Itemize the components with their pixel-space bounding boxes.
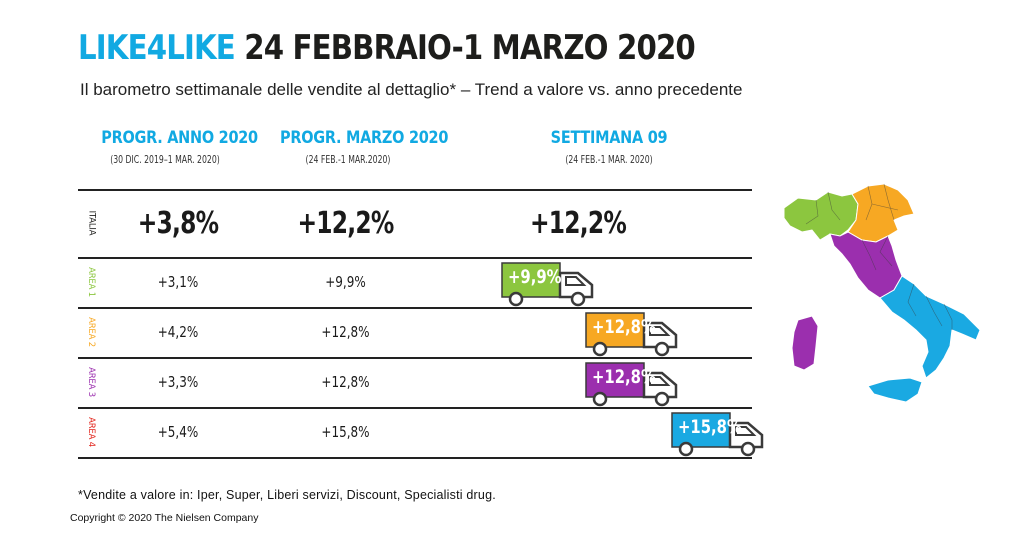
row-label-text: ITALIA <box>86 210 96 236</box>
column-header-progr-marzo: PROGR. MARZO 2020 (24 FEB.-1 MAR.2020) <box>268 128 449 166</box>
column-header-label: SETTIMANA 09 <box>550 128 668 148</box>
row-label-text: AREA 1 <box>86 267 97 297</box>
column-header-sublabel: (24 FEB.-1 MAR. 2020) <box>565 154 653 166</box>
column-header-settimana: SETTIMANA 09 (24 FEB.-1 MAR. 2020) <box>534 128 684 166</box>
table-row-area-1-progr-marzo-value: +9,9% <box>325 273 366 291</box>
table-row-italia-progr-anno-value: +3,8% <box>137 205 219 241</box>
title-date: 24 FEBBRAIO-1 MARZO 2020 <box>234 28 696 68</box>
table-divider <box>78 257 752 259</box>
table-row-area-4-label: AREA 4 <box>82 407 100 457</box>
page-title: LIKE4LIKE 24 FEBBRAIO-1 MARZO 2020 <box>78 26 696 70</box>
map-area-1 <box>783 191 859 241</box>
table-divider <box>78 357 752 359</box>
footnote: *Vendite a valore in: Iper, Super, Liber… <box>78 488 496 502</box>
sales-table: ITALIA +3,8% +12,2% +12,2% AREA 1 +3,1% +9,9% +… <box>78 189 764 459</box>
truck-icon <box>584 312 677 357</box>
table-divider <box>78 457 752 459</box>
column-header-label: PROGR. MARZO 2020 <box>280 128 449 148</box>
map-area-4 <box>879 275 981 379</box>
column-header-sublabel: (24 FEB.-1 MAR.2020) <box>305 154 391 166</box>
table-row-area-1-settimana-value: +9,9% <box>508 266 562 288</box>
italy-map-icon <box>783 183 981 403</box>
truck-icon <box>671 412 764 457</box>
subtitle: Il barometro settimanale delle vendite a… <box>80 80 743 99</box>
map-sardinia <box>791 315 819 371</box>
map-sicily <box>867 377 923 403</box>
table-row-area-4-progr-marzo-value: +15,8% <box>321 423 370 441</box>
title-brand: LIKE4LIKE <box>78 28 236 68</box>
table-divider <box>78 307 752 309</box>
copyright: Copyright © 2020 The Nielsen Company <box>70 512 259 524</box>
truck-icon <box>501 262 594 307</box>
table-row-italia-progr-marzo-value: +12,2% <box>297 205 394 241</box>
row-label-text: AREA 4 <box>86 417 97 447</box>
table-row-area-3-progr-anno-value: +3,3% <box>157 373 199 391</box>
table-row-area-2-label: AREA 2 <box>82 307 100 357</box>
map-region-borders <box>805 183 953 330</box>
table-divider <box>78 407 752 409</box>
column-header-progr-anno: PROGR. ANNO 2020 (30 DIC. 2019–1 MAR. 20… <box>90 128 258 166</box>
table-row-area-4-progr-anno-value: +5,4% <box>157 423 199 441</box>
table-row-italia-settimana-value: +12,2% <box>529 205 627 241</box>
table-divider <box>78 189 752 191</box>
row-label-text: AREA 3 <box>86 367 97 397</box>
row-label-text: AREA 2 <box>86 317 97 347</box>
truck-icon <box>584 362 677 407</box>
table-row-area-3-settimana-value: +12,8% <box>591 366 656 388</box>
table-row-area-4-settimana-value: +15,8% <box>678 416 742 438</box>
table-row-area-2-settimana-value: +12,8% <box>591 316 656 338</box>
table-row-area-3-progr-marzo-value: +12,8% <box>321 373 370 391</box>
table-row-area-1-progr-anno-value: +3,1% <box>157 273 199 291</box>
table-row-area-2-progr-marzo-value: +12,8% <box>321 323 370 341</box>
table-row-area-1-label: AREA 1 <box>82 257 100 307</box>
column-header-sublabel: (30 DIC. 2019–1 MAR. 2020) <box>110 154 220 166</box>
table-row-italia-label: ITALIA <box>82 189 100 257</box>
table-row-area-3-label: AREA 3 <box>82 357 100 407</box>
map-area-2 <box>847 183 915 243</box>
column-header-label: PROGR. ANNO 2020 <box>101 128 258 148</box>
table-row-area-2-progr-anno-value: +4,2% <box>157 323 199 341</box>
